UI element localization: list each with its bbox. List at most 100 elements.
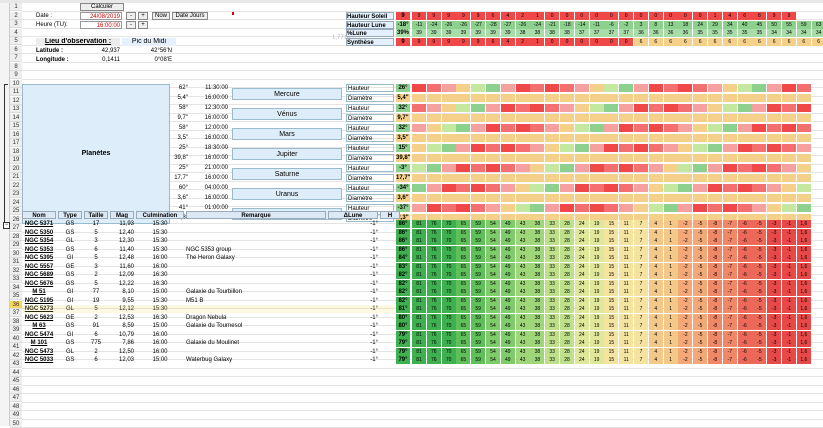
date-field[interactable]: 24/08/2019 [80, 12, 122, 20]
row-number[interactable]: 19 [10, 156, 22, 164]
object-name[interactable]: NGC 5474 [24, 331, 54, 338]
heure-minus-button[interactable]: - [126, 21, 136, 29]
date-jours-button[interactable]: Date Jours [172, 12, 208, 20]
object-name[interactable]: M 63 [32, 323, 46, 329]
row-number[interactable]: 34 [10, 283, 22, 292]
row-number[interactable]: 5 [10, 37, 22, 45]
object-heat-cell: 59 [471, 254, 486, 262]
heure-plus-button[interactable]: + [138, 21, 148, 29]
planet-heat-cell [426, 124, 441, 132]
object-name[interactable]: NGC 5353 [24, 246, 54, 253]
row-number[interactable]: 18 [10, 147, 22, 156]
collapse-button[interactable]: − [3, 222, 10, 229]
row-number[interactable]: 24 [10, 198, 22, 207]
row-number[interactable]: 2 [10, 11, 22, 20]
row-number[interactable]: 13 [10, 105, 22, 113]
object-name[interactable]: NGC 5273 [24, 306, 54, 312]
table-header-culm[interactable]: Culmination [136, 211, 184, 219]
longitude-value[interactable]: 0,1411 [102, 57, 120, 63]
row-number[interactable]: 40 [10, 334, 22, 343]
row-number[interactable]: 35 [10, 292, 22, 300]
row-number[interactable]: 23 [10, 190, 22, 198]
outline-bracket[interactable] [4, 84, 8, 224]
calculer-button[interactable]: Calculer [80, 3, 124, 11]
object-height: 79° [396, 347, 410, 356]
row-number[interactable]: 45 [10, 377, 22, 385]
object-heat-cell: 59 [471, 322, 486, 330]
row-number[interactable]: 31 [10, 258, 22, 266]
table-header-nom[interactable]: Nom [22, 211, 56, 219]
row-number[interactable]: 29 [10, 241, 22, 249]
row-number[interactable]: 27 [10, 224, 22, 232]
row-number[interactable]: 38 [10, 317, 22, 326]
row-number[interactable]: 28 [10, 232, 22, 241]
planet-heat-cell [545, 114, 560, 122]
table-header-type[interactable]: Type [58, 211, 82, 219]
planet-heat-cell [456, 104, 471, 112]
object-heat-cell: 4 [648, 347, 663, 356]
row-number[interactable]: 14 [10, 113, 22, 122]
row-number[interactable]: 6 [10, 45, 22, 54]
now-button[interactable]: Now [152, 12, 170, 20]
lieu-field[interactable]: Pic du Midi [122, 38, 176, 46]
table-header-dlune[interactable]: ΔLune [328, 211, 378, 219]
object-name[interactable]: NGC 5676 [24, 280, 54, 287]
object-name[interactable]: NGC 5557 [24, 263, 54, 270]
row-number[interactable]: 48 [10, 402, 22, 411]
row-number[interactable]: 43 [10, 360, 22, 368]
row-number[interactable]: 20 [10, 164, 22, 173]
row-number[interactable]: 37 [10, 309, 22, 317]
row-number[interactable]: 7 [10, 54, 22, 62]
row-number[interactable]: 16 [10, 130, 22, 139]
row-number[interactable]: 1 [10, 3, 22, 11]
row-number[interactable]: 46 [10, 385, 22, 394]
row-number[interactable]: 9 [10, 71, 22, 79]
object-name[interactable]: NGC 5371 [24, 221, 54, 227]
row-number[interactable]: 11 [10, 88, 22, 96]
row-number[interactable]: 22 [10, 181, 22, 190]
heure-field[interactable]: 16:00:00 [80, 21, 122, 29]
planet-heat-cell [796, 114, 811, 122]
object-name[interactable]: NGC 5689 [24, 272, 54, 278]
row-number[interactable]: 26 [10, 215, 22, 224]
table-header-rem[interactable]: Remarque [186, 211, 326, 219]
table-header-taille[interactable]: Taille [84, 211, 108, 219]
row-number[interactable]: 21 [10, 173, 22, 181]
object-name[interactable]: NGC 5473 [24, 348, 54, 355]
row-number[interactable]: 39 [10, 326, 22, 334]
table-header-mag[interactable]: Mag [110, 211, 134, 219]
date-minus-button[interactable]: - [126, 12, 136, 20]
planet-time: 16:00:00 [204, 115, 228, 121]
object-heat-cell: 70 [441, 305, 456, 313]
object-name[interactable]: M 51 [32, 289, 46, 295]
row-number[interactable]: 47 [10, 394, 22, 402]
row-number[interactable]: 41 [10, 343, 22, 351]
table-header-h[interactable]: H [380, 211, 400, 219]
row-number[interactable]: 15 [10, 122, 22, 130]
object-name[interactable]: NGC 5033 [24, 357, 54, 363]
row-number[interactable]: 36 [10, 300, 22, 309]
row-number[interactable]: 42 [10, 351, 22, 360]
object-delta-lune: -1° [370, 348, 378, 355]
row-number[interactable]: 17 [10, 139, 22, 147]
row-number[interactable]: 8 [10, 62, 22, 71]
object-name[interactable]: NGC 5354 [24, 238, 54, 244]
object-name[interactable]: NGC 5623 [24, 314, 54, 321]
row-number[interactable]: 44 [10, 368, 22, 377]
object-name[interactable]: M 101 [30, 340, 48, 346]
object-name[interactable]: NGC 5395 [24, 255, 54, 261]
date-plus-button[interactable]: + [138, 12, 148, 20]
latitude-value[interactable]: 42,937 [101, 48, 120, 54]
row-number[interactable]: 30 [10, 249, 22, 258]
row-number[interactable]: 49 [10, 411, 22, 419]
object-name[interactable]: NGC 5350 [24, 229, 54, 236]
row-number[interactable]: 4 [10, 28, 22, 37]
row-number[interactable]: 12 [10, 96, 22, 105]
object-name[interactable]: NGC 5195 [24, 297, 54, 304]
row-number[interactable]: 32 [10, 266, 22, 275]
row-number[interactable]: 50 [10, 419, 22, 428]
row-number[interactable]: 33 [10, 275, 22, 283]
row-number[interactable]: 25 [10, 207, 22, 215]
row-number[interactable]: 10 [10, 79, 22, 88]
row-number[interactable]: 3 [10, 20, 22, 28]
